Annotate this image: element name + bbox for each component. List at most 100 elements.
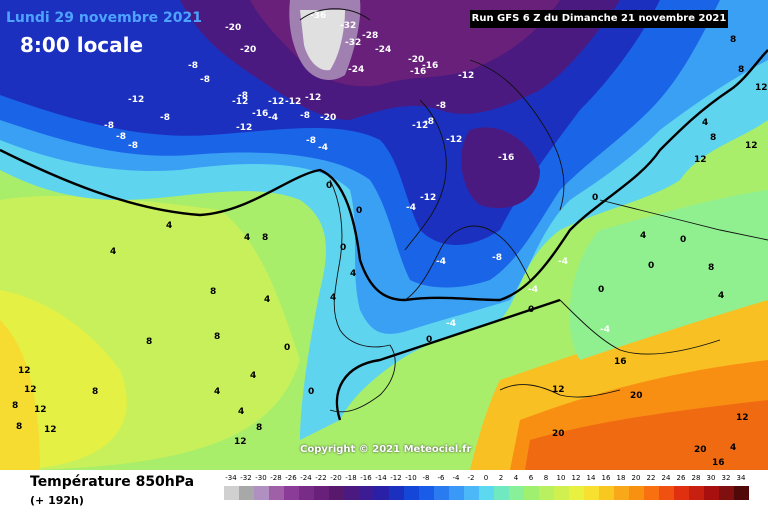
color-legend: -34 -32 -30 -28 -26 -24 -22 -20 -18 -16 -14 -12 -10-…	[224, 474, 754, 508]
temperature-map: -20 -20 -36 -32 -28 -32 -24 -24 -20 -16 -16 -12 -8 -8…	[0, 0, 768, 470]
isotherm-value-label: 8	[730, 35, 736, 45]
legend-swatch	[569, 486, 585, 500]
isotherm-value-label: -4	[318, 143, 328, 153]
legend-label: -28	[270, 474, 282, 482]
isotherm-value-label: 12	[745, 141, 758, 151]
isotherm-value-label: 20	[694, 445, 707, 455]
copyright-notice: Copyright © 2021 Meteociel.fr	[300, 444, 472, 455]
isotherm-value-label: 4	[702, 118, 708, 128]
isotherm-value-label: -8	[306, 136, 316, 146]
legend-label: 20	[631, 474, 641, 482]
isotherm-value-label: -8	[128, 141, 138, 151]
isotherm-value-label: 8	[262, 233, 268, 243]
isotherm-value-label: -4	[558, 257, 568, 267]
legend-swatch	[689, 486, 705, 500]
legend-label: -6	[437, 474, 445, 482]
legend-label: -12	[390, 474, 402, 482]
legend-label: 18	[616, 474, 626, 482]
legend-label: 12	[571, 474, 581, 482]
legend-swatch	[464, 486, 480, 500]
legend-label: 0	[483, 474, 489, 482]
isotherm-value-label: -4	[436, 257, 446, 267]
isotherm-value-label: 4	[330, 293, 336, 303]
isotherm-value-label: 4	[250, 371, 256, 381]
legend-swatch	[674, 486, 690, 500]
map-value-labels: -20-20-36-32-28-32-24-24-20-16-16-12-8-8…	[12, 11, 768, 468]
isotherm-value-label: -4	[528, 285, 538, 295]
legend-swatch	[554, 486, 570, 500]
isotherm-value-label: 8	[710, 133, 716, 143]
isotherm-value-label: 0	[592, 193, 598, 203]
legend-swatch	[539, 486, 555, 500]
isotherm-value-label: 0	[356, 206, 362, 216]
legend-label: 14	[586, 474, 596, 482]
isotherm-value-label: 0	[528, 305, 534, 315]
isotherm-value-label: 12	[44, 425, 57, 435]
isotherm-value-label: -16	[422, 61, 438, 71]
isotherm-value-label: 8	[214, 332, 220, 342]
isotherm-value-label: 16	[614, 357, 627, 367]
isotherm-value-label: 12	[755, 83, 768, 93]
legend-swatch	[404, 486, 420, 500]
legend-label: -30	[255, 474, 267, 482]
isotherm-value-label: 0	[648, 261, 654, 271]
isotherm-value-label: 4	[244, 233, 250, 243]
isotherm-value-label: 4	[264, 295, 270, 305]
legend-label: 2	[498, 474, 504, 482]
legend-swatch	[299, 486, 315, 500]
legend-swatch	[269, 486, 285, 500]
isotherm-value-label: -12	[305, 93, 321, 103]
legend-swatch	[479, 486, 495, 500]
isotherm-value-label: -8	[104, 121, 114, 131]
isotherm-value-label: -20	[240, 45, 256, 55]
isotherm-value-label: 0	[680, 235, 686, 245]
isotherm-value-label: 8	[146, 337, 152, 347]
legend-label: -32	[240, 474, 252, 482]
isotherm-value-label: 8	[92, 387, 98, 397]
isotherm-value-label: -4	[600, 325, 610, 335]
isotherm-value-label: -8	[200, 75, 210, 85]
legend-swatch	[524, 486, 540, 500]
field-greenland-core	[300, 10, 345, 71]
isotherm-value-label: -12	[236, 123, 252, 133]
legend-label: -8	[422, 474, 430, 482]
isotherm-value-label: -20	[225, 23, 241, 33]
isotherm-value-label: 0	[598, 285, 604, 295]
isotherm-value-label: 4	[110, 247, 116, 257]
legend-label: 32	[721, 474, 731, 482]
isotherm-value-label: 12	[552, 385, 565, 395]
legend-swatch	[434, 486, 450, 500]
parameter-title: Température 850hPa	[30, 474, 195, 490]
isotherm-value-label: -12	[446, 135, 462, 145]
isotherm-value-label: -28	[362, 31, 378, 41]
map-canvas: -20-20-36-32-28-32-24-24-20-16-16-12-8-8…	[0, 0, 768, 470]
isotherm-value-label: -12	[412, 121, 428, 131]
isotherm-value-label: -8	[436, 101, 446, 111]
isotherm-value-label: 4	[214, 387, 220, 397]
forecast-lead: (+ 192h)	[30, 494, 84, 507]
isotherm-value-label: -24	[375, 45, 391, 55]
isotherm-value-label: 12	[24, 385, 37, 395]
isotherm-value-label: -4	[446, 319, 456, 329]
isotherm-value-label: -8	[116, 132, 126, 142]
isotherm-value-label: -32	[345, 38, 361, 48]
legend-swatch	[704, 486, 720, 500]
legend-swatch	[614, 486, 630, 500]
isotherm-value-label: -16	[252, 109, 268, 119]
field-east-cold	[461, 127, 540, 209]
legend-label: 30	[706, 474, 716, 482]
legend-swatch	[284, 486, 300, 500]
legend-swatch	[629, 486, 645, 500]
isotherm-value-label: -8	[300, 111, 310, 121]
legend-label: 34	[736, 474, 746, 482]
legend-swatch	[494, 486, 510, 500]
forecast-date: Lundi 29 novembre 2021	[6, 10, 202, 26]
isotherm-value-label: -32	[340, 21, 356, 31]
legend-swatch	[239, 486, 255, 500]
forecast-time: 8:00 locale	[20, 33, 144, 57]
legend-label: -2	[467, 474, 475, 482]
isotherm-value-label: -16	[498, 153, 514, 163]
isotherm-value-label: 0	[340, 243, 346, 253]
isotherm-value-label: -4	[268, 113, 278, 123]
legend-swatch	[599, 486, 615, 500]
